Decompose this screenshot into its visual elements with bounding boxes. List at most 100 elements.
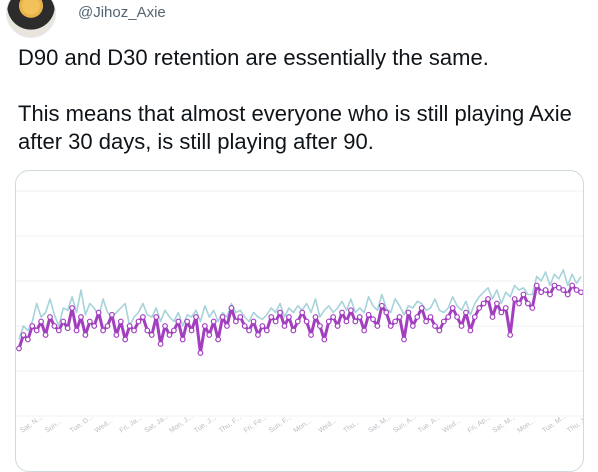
data-point — [489, 314, 496, 320]
data-point — [356, 314, 363, 320]
data-point — [148, 332, 155, 338]
data-point — [303, 318, 310, 325]
data-point — [60, 318, 67, 325]
data-point — [317, 323, 323, 329]
x-tick-label: Sun... — [44, 418, 63, 434]
data-point — [414, 314, 421, 320]
data-point — [365, 311, 372, 318]
data-point — [33, 327, 40, 334]
data-point — [445, 314, 452, 320]
x-tick-label: Sat, M... — [367, 414, 392, 435]
data-point — [551, 282, 558, 289]
data-point — [135, 318, 142, 325]
data-point — [440, 318, 447, 325]
x-tick-label: Sun, F... — [268, 414, 293, 434]
data-point — [232, 318, 239, 325]
data-point — [520, 291, 527, 298]
data-point — [162, 323, 168, 329]
x-tick-label: Wed... — [317, 417, 338, 434]
data-point — [516, 300, 522, 307]
data-point — [91, 323, 98, 329]
data-point — [157, 341, 164, 347]
data-point — [170, 327, 177, 334]
x-tick-label: Fri, Fe... — [243, 414, 268, 435]
data-point — [454, 314, 460, 320]
data-point — [547, 291, 553, 298]
tweet-line-1: D90 and D30 retention are essentially th… — [18, 45, 489, 70]
data-point — [281, 323, 288, 329]
x-tick-label: Thu, F... — [218, 414, 243, 434]
x-tick-label: Wed... — [442, 417, 463, 434]
data-point — [290, 327, 297, 334]
data-point — [432, 323, 438, 329]
data-point — [339, 309, 345, 316]
data-point — [259, 323, 266, 329]
data-point — [418, 305, 425, 311]
retention-chart: Sat, N... Sun... Tue, D... Wed... Fri, Ja...… — [16, 190, 583, 435]
data-point — [117, 318, 124, 325]
data-point — [246, 327, 253, 334]
data-point — [69, 305, 76, 311]
data-point — [564, 291, 571, 298]
data-point — [73, 327, 80, 334]
data-point — [578, 289, 583, 296]
data-point — [294, 318, 301, 325]
data-point — [47, 314, 53, 320]
data-point — [206, 332, 213, 338]
data-point — [215, 336, 222, 343]
data-point — [166, 332, 173, 338]
data-point — [370, 316, 376, 323]
data-point — [396, 314, 403, 320]
data-point — [569, 282, 576, 289]
data-point — [197, 350, 204, 356]
data-point — [555, 284, 562, 291]
data-point — [51, 323, 58, 329]
data-point — [498, 309, 505, 316]
data-point — [387, 323, 394, 329]
data-point — [560, 287, 567, 293]
data-point — [131, 327, 137, 334]
data-point — [533, 282, 540, 289]
data-point — [352, 318, 359, 325]
data-point — [188, 327, 195, 334]
data-point — [95, 309, 102, 316]
data-point — [308, 332, 314, 338]
data-point — [312, 314, 319, 320]
data-point — [529, 305, 536, 311]
data-point — [272, 318, 279, 325]
data-point — [436, 327, 443, 334]
avatar[interactable] — [6, 0, 56, 38]
data-point — [184, 318, 191, 325]
data-point — [277, 309, 283, 316]
data-point — [374, 323, 381, 329]
data-point — [347, 307, 354, 314]
data-point — [467, 327, 474, 334]
data-point — [78, 314, 84, 320]
x-tick-label: Mon, J... — [168, 413, 194, 434]
data-point — [250, 318, 257, 325]
data-point — [219, 314, 226, 320]
x-tick-label: Sat, N... — [19, 414, 44, 434]
data-point — [334, 323, 341, 329]
data-point — [573, 287, 580, 293]
data-point — [423, 318, 430, 325]
x-tick-label: Fri, Ja... — [119, 414, 144, 434]
data-point — [126, 323, 133, 329]
data-point — [16, 345, 22, 352]
data-point — [42, 332, 49, 338]
data-point — [383, 309, 390, 316]
data-point — [210, 318, 217, 325]
x-tick-label: Sat, M... — [492, 414, 517, 435]
x-tick-label: Fri, Ap... — [467, 414, 492, 435]
data-point — [330, 314, 337, 320]
data-point — [286, 314, 292, 320]
chart-image[interactable]: Sat, N... Sun... Tue, D... Wed... Fri, Ja...… — [15, 170, 584, 472]
user-handle[interactable]: @Jihoz_Axie — [78, 4, 166, 21]
data-point — [20, 332, 27, 338]
x-tick-label: Sun, A... — [392, 414, 418, 435]
data-point — [224, 323, 230, 329]
data-point — [378, 302, 385, 309]
data-point — [511, 296, 518, 302]
data-point — [153, 314, 160, 320]
data-point — [24, 336, 31, 343]
